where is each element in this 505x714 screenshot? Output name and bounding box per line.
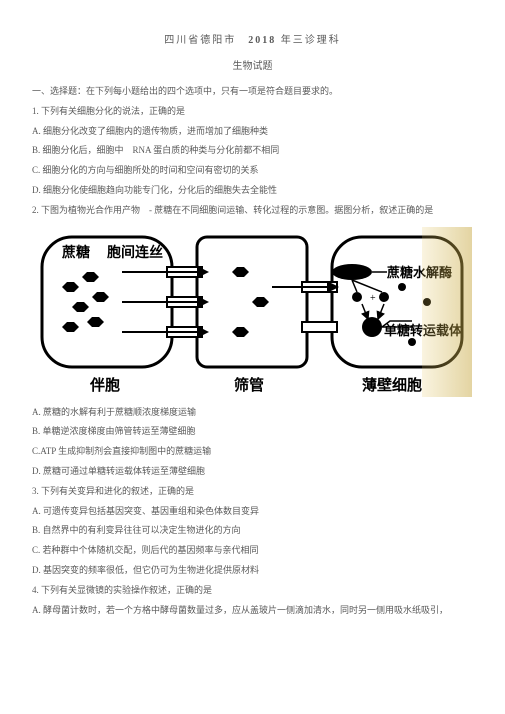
- page-title: 四川省德阳市 2018 年三诊理科: [32, 30, 473, 52]
- q3-opt-b: B. 自然界中的有利变异往往可以决定生物进化的方向: [32, 521, 473, 541]
- q2-opt-a: A. 蔗糖的水解有利于蔗糖顺浓度梯度运输: [32, 403, 473, 423]
- q3-stem: 3. 下列有关变异和进化的叙述，正确的是: [32, 482, 473, 502]
- section-intro: 一、选择题：在下列每小题给出的四个选项中，只有一项是符合题目要求的。: [32, 82, 473, 102]
- label-parenchyma: 薄壁细胞: [362, 376, 422, 394]
- page-shadow: [422, 227, 472, 397]
- diagram-figure: + 蔗糖 胞间连丝 蔗糖水解酶 单糖转运载体 伴胞 筛管 薄壁细胞: [32, 227, 472, 397]
- title-prefix: 四川省德阳市: [164, 35, 236, 46]
- svg-text:+: +: [370, 293, 376, 304]
- q1-stem: 1. 下列有关细胞分化的说法，正确的是: [32, 102, 473, 122]
- label-plasmodesma: 胞间连丝: [106, 244, 163, 261]
- q2-stem: 2. 下图为植物光合作用产物 - 蔗糖在不同细胞间运输、转化过程的示意图。据图分…: [32, 201, 473, 221]
- q3-opt-a: A. 可遗传变异包括基因突变、基因重组和染色体数目变异: [32, 502, 473, 522]
- sucrose-icon: [62, 272, 109, 332]
- exam-page: 四川省德阳市 2018 年三诊理科 生物试题 一、选择题：在下列每小题给出的四个…: [0, 0, 505, 714]
- cell-transport-diagram: + 蔗糖 胞间连丝 蔗糖水解酶 单糖转运载体 伴胞 筛管 薄壁细胞: [32, 227, 472, 397]
- q1-opt-a: A. 细胞分化改变了细胞内的遗传物质，进而增加了细胞种类: [32, 122, 473, 142]
- label-companion: 伴胞: [89, 376, 120, 394]
- q3-opt-d: D. 基因突变的频率很低，但它仍可为生物进化提供原材料: [32, 561, 473, 581]
- page-subtitle: 生物试题: [32, 56, 473, 78]
- q1-opt-d: D. 细胞分化使细胞趋向功能专门化，分化后的细胞失去全能性: [32, 181, 473, 201]
- title-year: 2018: [248, 35, 276, 46]
- q4-stem: 4. 下列有关显微镜的实验操作叙述，正确的是: [32, 581, 473, 601]
- q1-opt-c: C. 细胞分化的方向与细胞所处的时间和空间有密切的关系: [32, 161, 473, 181]
- q4-opt-a: A. 酵母菌计数时，若一个方格中酵母菌数量过多，应从盖玻片一侧滴加清水，同时另一…: [32, 601, 473, 621]
- q3-opt-c: C. 若种群中个体随机交配，则后代的基因频率与亲代相同: [32, 541, 473, 561]
- q2-opt-b: B. 单糖逆浓度梯度由筛管转运至薄壁细胞: [32, 422, 473, 442]
- q2-opt-c: C.ATP 生成抑制剂会直接抑制图中的蔗糖运输: [32, 442, 473, 462]
- label-sieve: 筛管: [234, 376, 264, 394]
- q2-opt-d: D. 蔗糖可通过单糖转运载体转运至薄壁细胞: [32, 462, 473, 482]
- label-sucrose: 蔗糖: [61, 244, 90, 261]
- q1-opt-b: B. 细胞分化后，细胞中 RNA 蛋白质的种类与分化前都不相同: [32, 141, 473, 161]
- title-suffix: 年三诊理科: [281, 35, 341, 46]
